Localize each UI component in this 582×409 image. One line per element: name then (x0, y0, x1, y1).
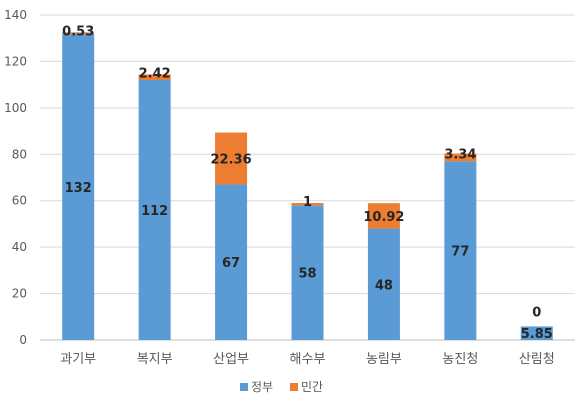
legend-label-gov: 정부 (251, 380, 273, 394)
data-label-gov-4: 48 (375, 278, 393, 293)
data-label-gov-3: 58 (298, 267, 316, 282)
data-label-private-3: 1 (303, 195, 312, 210)
bar-segment-gov-0 (62, 33, 95, 340)
bar-segment-private-1 (138, 74, 171, 80)
bar-segment-private-5 (444, 153, 477, 162)
data-label-gov-1: 112 (141, 204, 168, 219)
y-axis-ticks: 0 20 40 60 80 100 120 140 (4, 8, 27, 347)
data-label-private-4: 10.92 (363, 210, 404, 225)
data-label-private-6: 0 (532, 305, 541, 320)
x-category-label-5: 농진청 (442, 352, 478, 367)
y-tick-label-80: 80 (12, 147, 27, 161)
bar-segment-gov-1 (138, 80, 171, 340)
data-label-private-2: 22.36 (211, 153, 252, 168)
legend-swatch-private (290, 383, 298, 391)
x-axis-categories: 과기부 복지부 산업부 해수부 농림부 농진청 산림청 (60, 352, 554, 367)
data-label-gov-6: 5.85 (521, 327, 553, 342)
bar-segment-gov-6 (520, 326, 553, 340)
bar-segment-gov-4 (367, 228, 400, 340)
data-label-gov-2: 67 (222, 256, 240, 271)
bar-segment-gov-3 (291, 205, 324, 340)
data-label-private-0: 0.53 (62, 24, 94, 39)
bar-segment-gov-5 (444, 161, 477, 340)
x-category-label-2: 산업부 (213, 352, 249, 367)
y-tick-label-100: 100 (4, 101, 27, 115)
x-category-label-4: 농림부 (366, 352, 402, 367)
bar-segment-private-3 (291, 203, 324, 206)
x-category-label-0: 과기부 (60, 352, 96, 367)
y-tick-label-20: 20 (12, 287, 27, 301)
data-labels: 132 0.53 112 2.42 67 22.36 58 1 48 10.92 77 3.34 5.8… (62, 24, 553, 342)
x-category-label-6: 산림청 (519, 352, 555, 367)
data-label-private-5: 3.34 (444, 147, 476, 162)
bars (62, 32, 553, 340)
x-category-label-3: 해수부 (290, 352, 326, 367)
bar-segment-private-2 (215, 132, 248, 185)
data-label-gov-5: 77 (451, 245, 469, 260)
bar-segment-private-0 (62, 32, 95, 34)
legend-label-private: 민간 (301, 380, 323, 394)
data-label-gov-0: 132 (65, 181, 92, 196)
legend: 정부 민간 (240, 380, 323, 394)
y-tick-label-40: 40 (12, 240, 27, 254)
x-category-label-1: 복지부 (137, 352, 173, 367)
legend-swatch-gov (240, 383, 248, 391)
data-label-private-1: 2.42 (139, 66, 171, 81)
y-tick-label-120: 120 (4, 54, 27, 68)
y-tick-label-0: 0 (19, 333, 27, 347)
y-tick-label-60: 60 (12, 194, 27, 208)
bar-segment-private-4 (367, 203, 400, 229)
bar-segment-gov-2 (215, 184, 248, 340)
y-tick-label-140: 140 (4, 8, 27, 22)
